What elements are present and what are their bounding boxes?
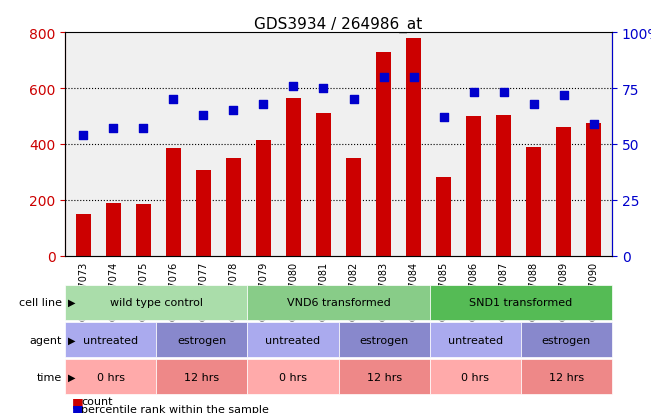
Bar — [496, 115, 511, 256]
Text: count: count — [81, 396, 113, 406]
Bar — [105, 203, 120, 256]
Text: estrogen: estrogen — [177, 335, 227, 345]
Text: ▶: ▶ — [68, 297, 76, 308]
Point — [529, 101, 539, 108]
Text: 12 hrs: 12 hrs — [549, 372, 584, 382]
Text: wild type control: wild type control — [110, 297, 202, 308]
Point — [138, 126, 148, 132]
Bar — [376, 52, 391, 256]
Bar — [346, 159, 361, 256]
Text: 12 hrs: 12 hrs — [367, 372, 402, 382]
Text: 0 hrs: 0 hrs — [96, 372, 125, 382]
Point — [439, 114, 449, 121]
Bar — [226, 159, 241, 256]
Point — [408, 74, 419, 81]
Bar — [406, 39, 421, 256]
Text: untreated: untreated — [266, 335, 320, 345]
Text: cell line: cell line — [19, 297, 62, 308]
Text: ▶: ▶ — [68, 335, 76, 345]
Point — [228, 108, 238, 114]
Text: 0 hrs: 0 hrs — [461, 372, 490, 382]
Point — [348, 97, 359, 103]
Bar — [166, 149, 181, 256]
Point — [198, 112, 208, 119]
Point — [499, 90, 509, 97]
Text: estrogen: estrogen — [542, 335, 591, 345]
Bar — [76, 214, 90, 256]
Bar — [436, 178, 451, 256]
Text: estrogen: estrogen — [359, 335, 409, 345]
Text: untreated: untreated — [83, 335, 138, 345]
Bar — [196, 171, 211, 256]
Text: percentile rank within the sample: percentile rank within the sample — [81, 404, 270, 413]
Bar — [135, 204, 151, 256]
Point — [589, 121, 599, 128]
Point — [559, 92, 569, 99]
Bar — [256, 140, 271, 256]
Text: GDS3934 / 264986_at: GDS3934 / 264986_at — [255, 17, 422, 33]
Text: SND1 transformed: SND1 transformed — [469, 297, 572, 308]
Text: 12 hrs: 12 hrs — [184, 372, 219, 382]
Point — [378, 74, 389, 81]
Bar — [587, 123, 602, 256]
Text: 0 hrs: 0 hrs — [279, 372, 307, 382]
Point — [168, 97, 178, 103]
Point — [108, 126, 118, 132]
Text: agent: agent — [29, 335, 62, 345]
Point — [258, 101, 269, 108]
Bar — [466, 116, 481, 256]
Text: ▶: ▶ — [68, 372, 76, 382]
Text: VND6 transformed: VND6 transformed — [286, 297, 391, 308]
Text: ■: ■ — [72, 402, 83, 413]
Bar — [526, 147, 542, 256]
Point — [78, 132, 89, 139]
Text: untreated: untreated — [448, 335, 503, 345]
Bar — [557, 128, 572, 256]
Bar — [316, 114, 331, 256]
Point — [469, 90, 479, 97]
Text: ■: ■ — [72, 395, 83, 408]
Bar — [286, 99, 301, 256]
Point — [318, 85, 329, 92]
Point — [288, 83, 299, 90]
Text: time: time — [36, 372, 62, 382]
